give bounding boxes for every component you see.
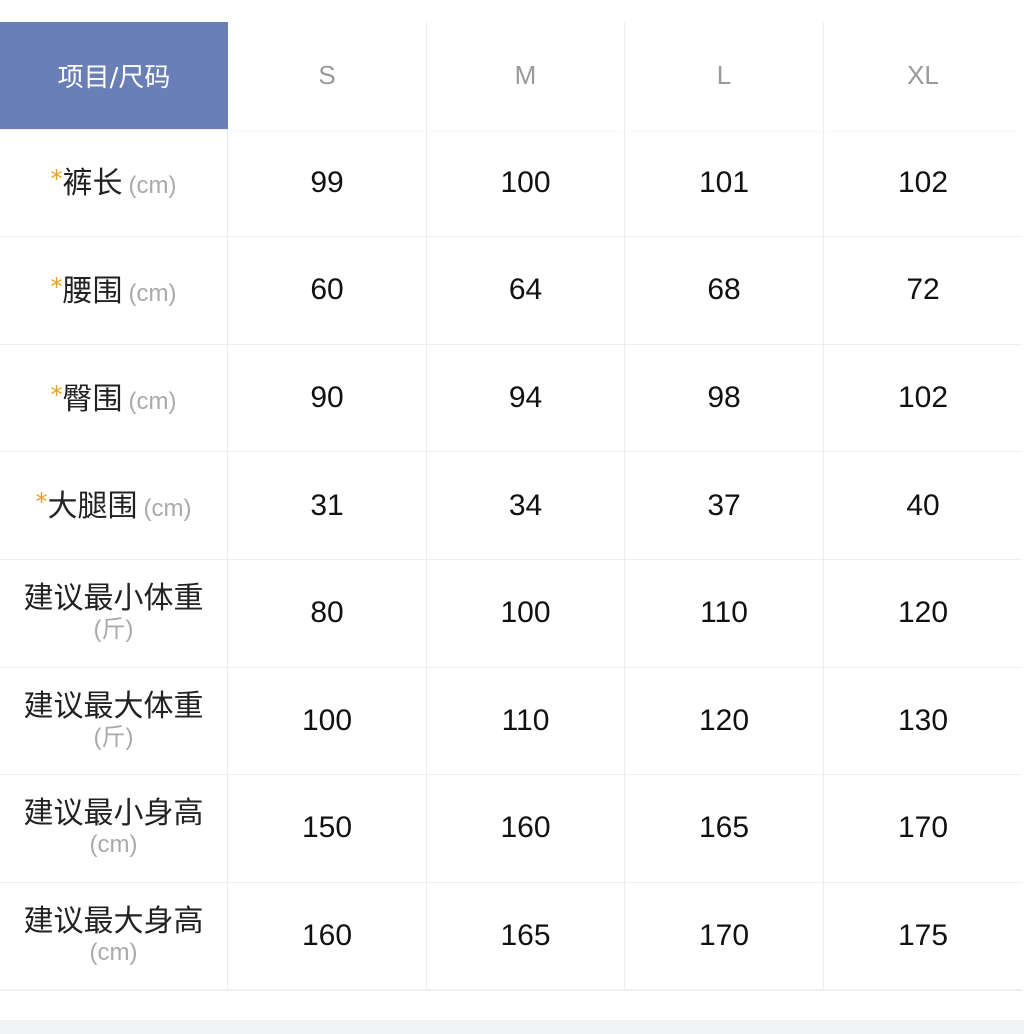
value-cell: 110 (427, 667, 625, 776)
row-label: *腰围 (cm) (51, 270, 177, 311)
row-label-cell: *大腿围 (cm) (0, 452, 228, 560)
value-cell: 100 (228, 667, 427, 776)
value-cell: 165 (427, 882, 625, 991)
row-label: *臀围 (cm) (51, 378, 177, 419)
row-label-text: 建议最大体重 (23, 688, 204, 724)
row-label: 建议最大体重 (23, 688, 204, 724)
row-label: *大腿围 (cm) (36, 485, 192, 526)
value-cell: 165 (625, 775, 824, 883)
row-label-cell: *腰围 (cm) (0, 237, 228, 345)
row-label: 建议最大身高 (24, 905, 204, 939)
value-cell: 72 (824, 237, 1022, 345)
value-cell: 99 (228, 129, 427, 238)
required-star-icon: * (50, 380, 63, 409)
row-unit: (cm) (89, 831, 138, 859)
value-cell: 37 (625, 452, 824, 560)
row-unit: (cm) (128, 279, 177, 307)
value-cell: 90 (228, 344, 427, 453)
header-size-m: M (427, 22, 625, 130)
value-cell: 100 (427, 559, 625, 668)
value-cell: 160 (228, 882, 427, 991)
value-cell: 60 (228, 237, 427, 345)
row-label-cell: 建议最大体重 (斤) (0, 667, 228, 776)
row-label-text: 建议最大身高 (23, 904, 204, 940)
value-cell: 98 (625, 344, 824, 453)
value-cell: 170 (824, 775, 1022, 883)
footer-strip (0, 1020, 1024, 1034)
value-cell: 34 (427, 452, 625, 560)
value-cell: 110 (625, 559, 824, 668)
value-cell: 130 (824, 668, 1022, 776)
row-unit: (cm) (89, 939, 138, 967)
row-label-cell: 建议最小体重 (斤) (0, 559, 228, 668)
header-size-xl: XL (824, 22, 1022, 130)
value-cell: 150 (228, 775, 427, 883)
value-cell: 31 (228, 452, 427, 560)
size-chart-table: 项目/尺码 S M L XL *裤长 (cm) 99 100 101 102 *腰围 (cm)… (0, 22, 1022, 992)
value-cell: 102 (824, 130, 1022, 238)
row-label: 建议最小身高 (24, 797, 204, 831)
value-cell: 100 (427, 129, 625, 238)
row-label-text: 大腿围 (47, 489, 138, 525)
value-cell: 68 (625, 237, 824, 345)
row-label: *裤长 (cm) (51, 162, 177, 203)
header-size-s: S (228, 22, 427, 130)
required-star-icon: * (35, 488, 48, 517)
row-label-text: 腰围 (62, 273, 123, 309)
value-cell: 94 (427, 344, 625, 453)
value-cell: 120 (824, 560, 1022, 668)
value-cell: 64 (427, 237, 625, 345)
value-cell: 40 (824, 452, 1022, 560)
value-cell: 160 (427, 775, 625, 883)
row-label-cell: *裤长 (cm) (0, 129, 228, 238)
required-star-icon: * (50, 165, 63, 194)
row-label-cell: 建议最大身高 (cm) (0, 882, 228, 991)
value-cell: 170 (625, 882, 824, 991)
value-cell: 175 (824, 883, 1022, 991)
header-corner-cell: 项目/尺码 (0, 22, 228, 130)
header-size-l: L (625, 22, 824, 130)
row-unit: (cm) (128, 387, 177, 415)
value-cell: 102 (824, 345, 1022, 453)
row-unit: (cm) (143, 495, 192, 523)
row-label-cell: *臀围 (cm) (0, 344, 228, 453)
row-label-text: 建议最小体重 (23, 581, 204, 617)
row-label-text: 建议最小身高 (23, 796, 204, 832)
value-cell: 101 (625, 129, 824, 238)
row-label: 建议最小体重 (24, 582, 204, 616)
row-unit: (斤) (93, 723, 134, 751)
required-star-icon: * (50, 272, 63, 301)
row-unit: (斤) (93, 616, 134, 644)
value-cell: 80 (228, 559, 427, 668)
value-cell: 120 (625, 667, 824, 776)
row-label-text: 裤长 (62, 166, 123, 202)
row-unit: (cm) (128, 172, 177, 200)
row-label-cell: 建议最小身高 (cm) (0, 775, 228, 883)
row-label-text: 臀围 (62, 381, 123, 417)
